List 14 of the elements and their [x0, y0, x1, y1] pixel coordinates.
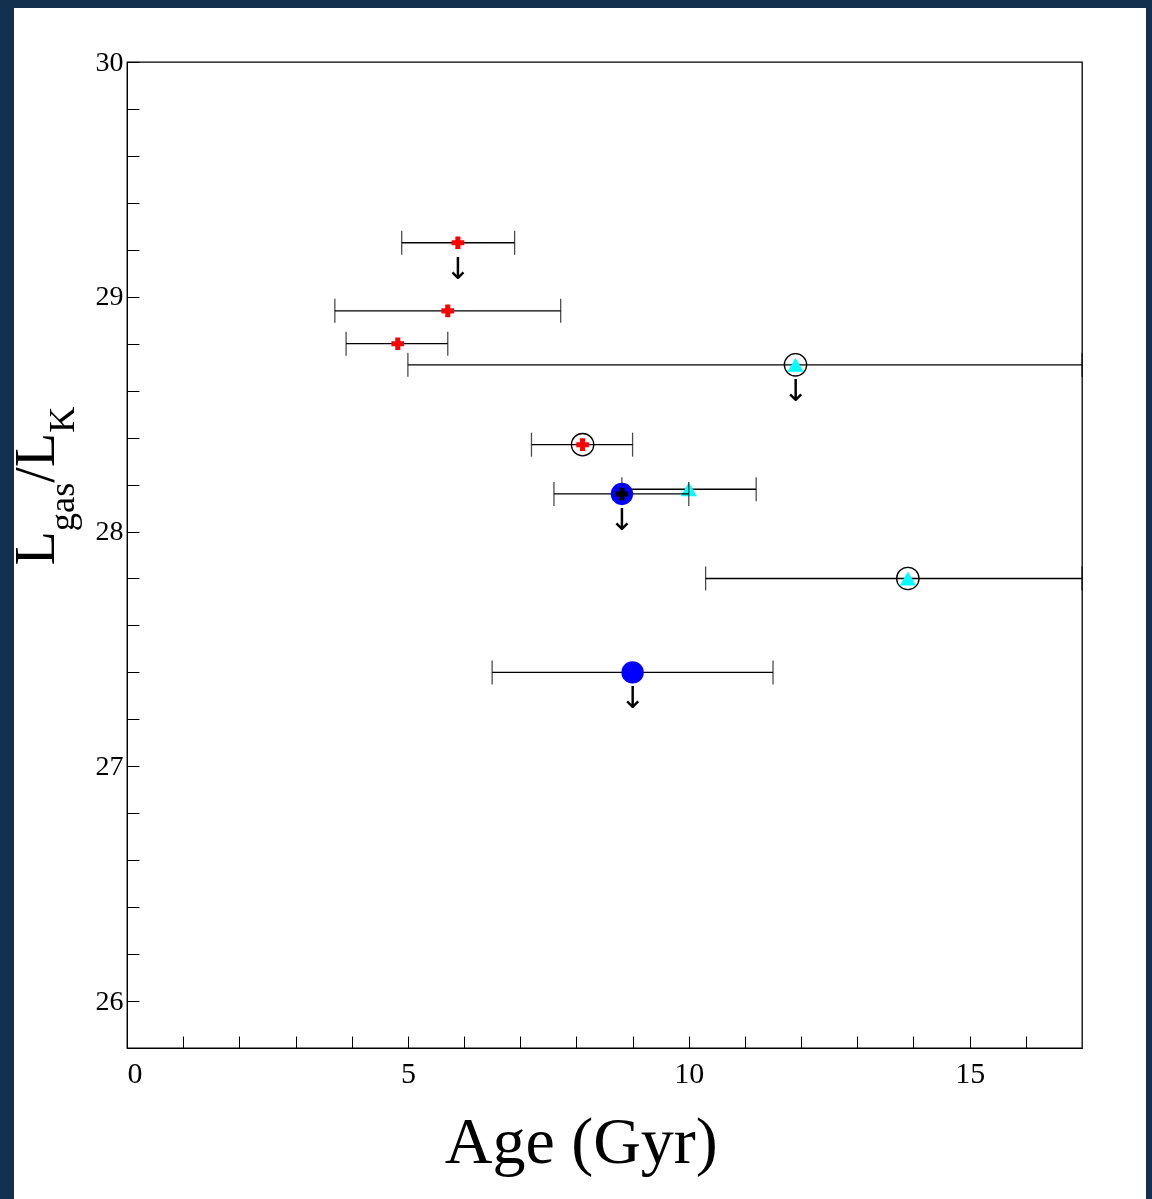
y-tick-label: 29: [95, 280, 124, 312]
x-axis-title: Age (Gyr): [444, 1104, 718, 1178]
x-tick-label: 10: [674, 1055, 705, 1089]
annotation: ↓: [782, 372, 809, 408]
x-tick-label: 15: [955, 1055, 986, 1089]
y-tick-label: 30: [95, 45, 124, 77]
y-tick-label: 26: [95, 984, 124, 1016]
annotation: ↓: [609, 501, 635, 537]
annotation: ↓: [445, 250, 471, 286]
y-tick-label: 27: [95, 749, 124, 781]
y-tick-label: 28: [95, 515, 124, 547]
x-tick-label: 0: [127, 1055, 143, 1089]
x-tick-label: 5: [400, 1055, 416, 1089]
annotation: ↓: [620, 680, 646, 716]
